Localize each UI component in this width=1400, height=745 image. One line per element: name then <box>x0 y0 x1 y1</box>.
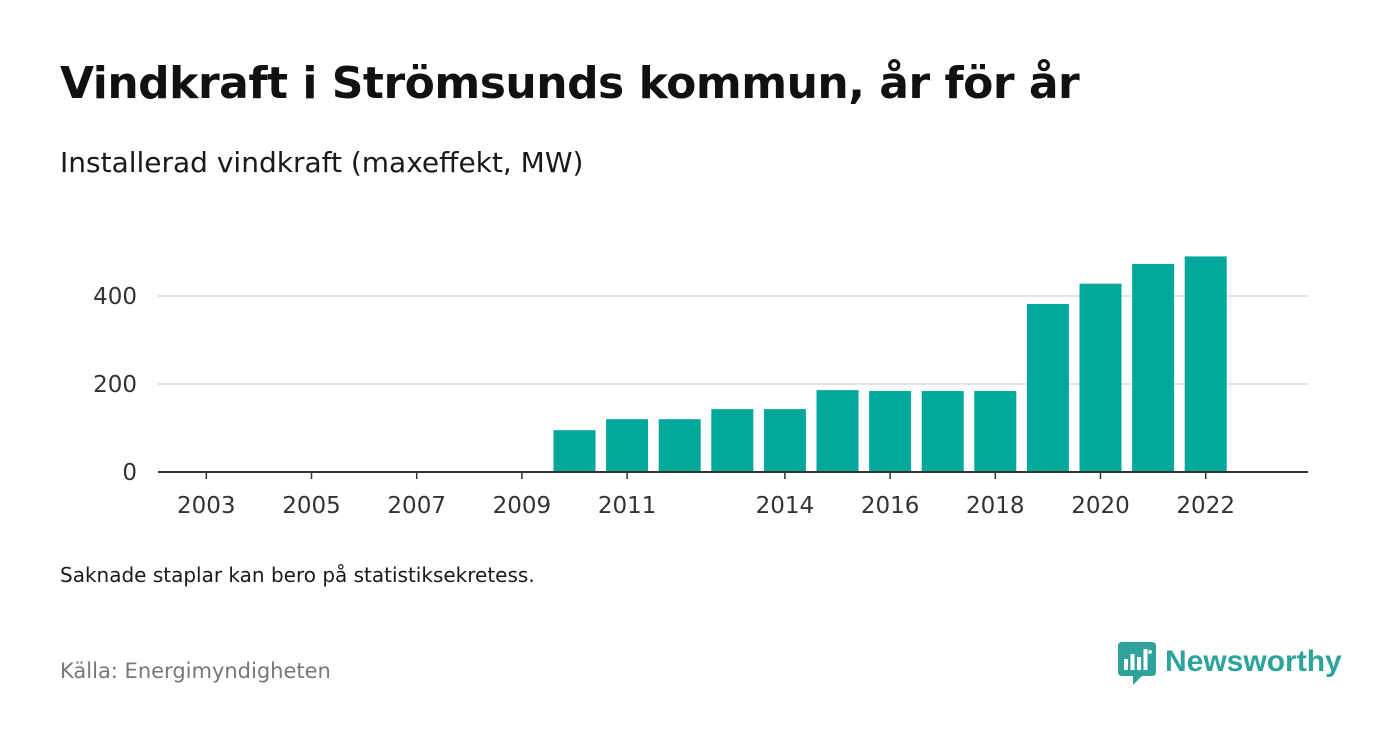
bar-2022 <box>1184 256 1227 472</box>
bar-2017 <box>921 391 964 472</box>
x-tick-label-2005: 2005 <box>282 493 341 519</box>
x-tick-label-2009: 2009 <box>493 493 552 519</box>
source-text: Källa: Energimyndigheten <box>60 659 331 683</box>
bar-2015 <box>816 390 859 472</box>
chart-subtitle: Installerad vindkraft (maxeffekt, MW) <box>60 146 584 179</box>
x-tick-label-2011: 2011 <box>598 493 657 519</box>
bar-2013 <box>711 409 754 472</box>
bar-2012 <box>658 419 701 472</box>
bar-2014 <box>763 409 806 472</box>
y-tick-label-200: 200 <box>93 372 137 398</box>
x-tick-label-2020: 2020 <box>1071 493 1130 519</box>
brand-logo: Newsworthy <box>1118 642 1342 686</box>
x-tick-label-2014: 2014 <box>756 493 815 519</box>
x-tick-label-2003: 2003 <box>177 493 236 519</box>
x-tick-label-2016: 2016 <box>861 493 920 519</box>
x-axis <box>158 471 1308 479</box>
bar-chart: 0 200 400 2003 2005 2007 2009 2011 2014 2016 2018 2… <box>93 256 1308 519</box>
bar-2021 <box>1132 263 1175 472</box>
missing-bars-note: Saknade staplar kan bero på statistiksek… <box>60 563 535 587</box>
bar-2011 <box>606 419 649 472</box>
newsworthy-logo-icon <box>1118 642 1156 685</box>
chart-title: Vindkraft i Strömsunds kommun, år för år <box>60 58 1080 109</box>
brand-name: Newsworthy <box>1165 645 1342 678</box>
bar-2010 <box>553 430 596 472</box>
bar-2018 <box>974 391 1017 472</box>
tick-labels: 0 200 400 2003 2005 2007 2009 2011 2014 2016 2018 2… <box>93 284 1235 519</box>
y-tick-label-0: 0 <box>122 460 137 486</box>
x-tick-label-2018: 2018 <box>966 493 1025 519</box>
bar-2019 <box>1026 303 1069 472</box>
bar-2020 <box>1079 283 1122 472</box>
x-tick-label-2022: 2022 <box>1176 493 1235 519</box>
bar-2016 <box>869 391 912 472</box>
bars <box>553 256 1227 472</box>
x-tick-label-2007: 2007 <box>387 493 446 519</box>
y-tick-label-400: 400 <box>93 284 137 310</box>
